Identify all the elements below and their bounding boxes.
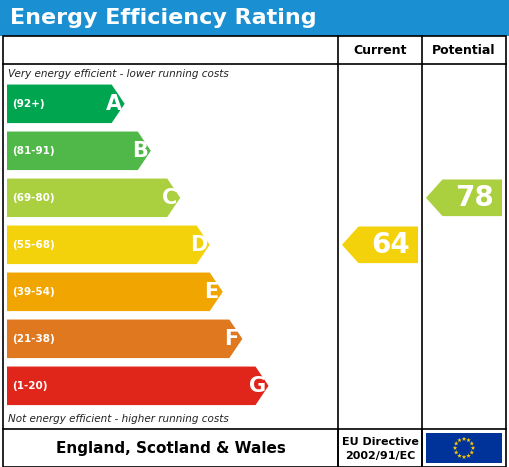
Polygon shape (466, 438, 471, 442)
Polygon shape (471, 446, 475, 450)
Text: G: G (249, 376, 266, 396)
Text: (55-68): (55-68) (12, 240, 55, 250)
Polygon shape (466, 453, 471, 458)
Polygon shape (454, 450, 459, 454)
Text: (39-54): (39-54) (12, 287, 55, 297)
Polygon shape (454, 441, 459, 446)
Text: C: C (161, 188, 177, 208)
Text: Very energy efficient - lower running costs: Very energy efficient - lower running co… (8, 69, 229, 79)
Text: Not energy efficient - higher running costs: Not energy efficient - higher running co… (8, 414, 229, 424)
Text: E: E (205, 282, 219, 302)
Text: England, Scotland & Wales: England, Scotland & Wales (55, 440, 286, 455)
Text: Potential: Potential (432, 43, 496, 57)
Polygon shape (453, 446, 457, 450)
Polygon shape (462, 454, 466, 459)
Text: 78: 78 (455, 184, 494, 212)
Polygon shape (7, 85, 125, 123)
Polygon shape (7, 367, 269, 405)
Text: (21-38): (21-38) (12, 334, 55, 344)
Polygon shape (462, 437, 466, 441)
Text: B: B (132, 141, 148, 161)
Polygon shape (457, 438, 462, 442)
Text: D: D (190, 235, 207, 255)
Text: (1-20): (1-20) (12, 381, 47, 391)
Bar (0, 0, 509, 36)
Polygon shape (426, 179, 502, 216)
Polygon shape (7, 319, 242, 358)
Text: F: F (224, 329, 239, 349)
Text: 64: 64 (371, 231, 410, 259)
Polygon shape (7, 132, 151, 170)
Text: EU Directive: EU Directive (342, 437, 418, 447)
Polygon shape (7, 273, 223, 311)
Text: Current: Current (353, 43, 407, 57)
Polygon shape (469, 441, 474, 446)
Bar (426, 433, 502, 463)
Text: Energy Efficiency Rating: Energy Efficiency Rating (10, 8, 317, 28)
Polygon shape (469, 450, 474, 454)
Polygon shape (342, 226, 418, 263)
Text: 2002/91/EC: 2002/91/EC (345, 451, 415, 460)
Polygon shape (7, 178, 180, 217)
Polygon shape (7, 226, 210, 264)
Text: (81-91): (81-91) (12, 146, 54, 156)
Text: (69-80): (69-80) (12, 193, 54, 203)
Text: (92+): (92+) (12, 99, 45, 109)
Text: A: A (105, 94, 122, 114)
Polygon shape (457, 453, 462, 458)
